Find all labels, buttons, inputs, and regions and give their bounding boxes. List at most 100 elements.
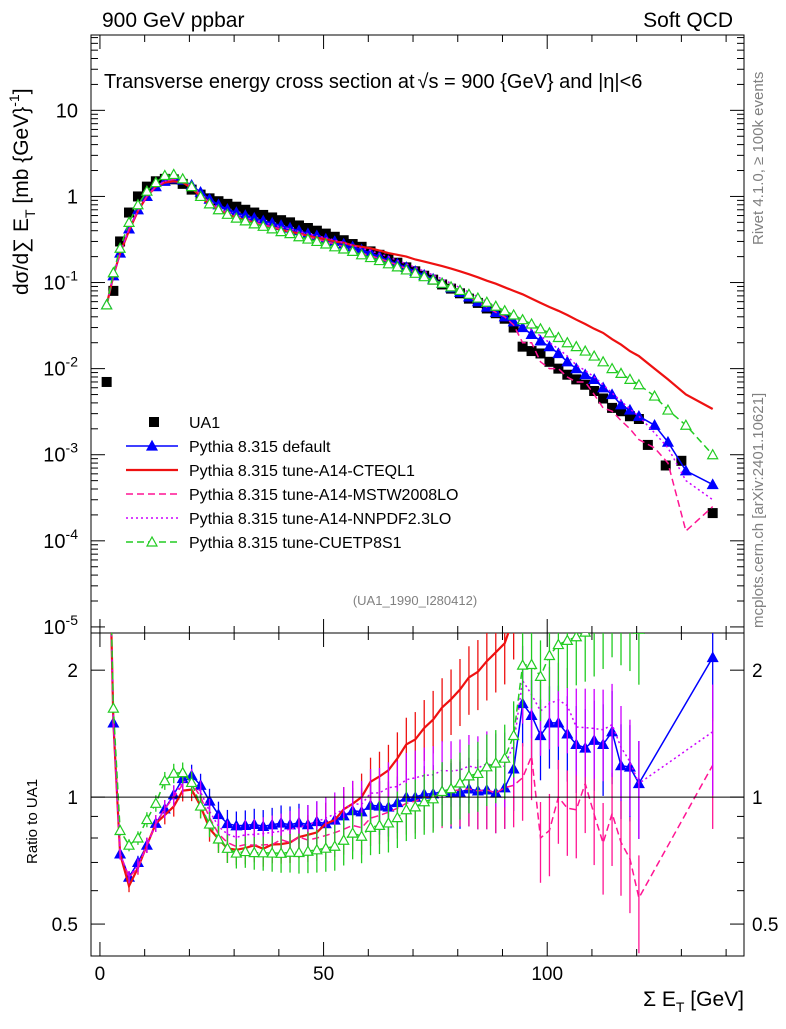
ua1-data-point bbox=[101, 376, 112, 387]
chart-title: Transverse energy cross section at √s = 9… bbox=[104, 71, 642, 93]
marker-pythia-8-315-tune-cuetp8s1 bbox=[661, 403, 674, 415]
ua1-data-point bbox=[508, 322, 519, 333]
marker-pythia-8-315-tune-cuetp8s1 bbox=[614, 367, 628, 379]
marker-pythia-8-315-tune-cuetp8s1 bbox=[248, 217, 261, 229]
chart-title-prefix: Transverse energy cross section at bbox=[104, 71, 415, 93]
marker-pythia-8-315-tune-cuetp8s1 bbox=[648, 389, 661, 401]
marker-pythia-8-315-tune-cuetp8s1 bbox=[301, 232, 314, 244]
marker-pythia-8-315-tune-cuetp8s1 bbox=[221, 208, 234, 219]
main-series-group bbox=[100, 168, 719, 533]
marker-pythia-8-315-tune-cuetp8s1 bbox=[543, 326, 556, 338]
marker-pythia-8-315-tune-cuetp8s1 bbox=[534, 322, 547, 334]
legend-marker-pythia-8-315-tune-cuetp8s1 bbox=[145, 535, 159, 547]
marker-pythia-8-315-tune-cuetp8s1 bbox=[310, 235, 323, 247]
ua1-data-point bbox=[660, 460, 671, 471]
y-tick-label-base: 10 bbox=[43, 273, 65, 295]
x-tick-label: 0 bbox=[95, 964, 106, 985]
ratio-marker-pythia-8-315-tune-cuetp8s1 bbox=[445, 782, 458, 794]
marker-pythia-8-315-tune-cuetp8s1 bbox=[516, 313, 529, 325]
marker-pythia-8-315-tune-cuetp8s1 bbox=[158, 169, 171, 181]
ratio-line-pythia-8-315-tune-a14-cteql1 bbox=[110, 633, 510, 890]
marker-pythia-8-315-tune-cuetp8s1 bbox=[176, 172, 189, 184]
ratio-marker-pythia-8-315-tune-cuetp8s1 bbox=[552, 638, 565, 650]
marker-pythia-8-315-default bbox=[561, 355, 574, 367]
marker-pythia-8-315-default bbox=[543, 340, 556, 352]
series-line-pythia-8-315-tune-a14-cteql1 bbox=[105, 180, 714, 410]
marker-pythia-8-315-default bbox=[579, 368, 592, 380]
ratio-marker-pythia-8-315-tune-cuetp8s1 bbox=[355, 829, 368, 841]
ratio-marker-pythia-8-315-tune-cuetp8s1 bbox=[203, 817, 216, 829]
marker-pythia-8-315-default bbox=[588, 373, 601, 384]
ua1-data-point bbox=[607, 402, 618, 413]
marker-pythia-8-315-tune-cuetp8s1 bbox=[257, 220, 270, 231]
y-tick-label-exp: -4 bbox=[66, 526, 79, 542]
legend: UA1 Pythia 8.315 default Pythia 8.315 tune… bbox=[126, 415, 458, 552]
y-tick-label: 10-1 bbox=[43, 268, 78, 295]
mcplots-label: mcplots.cern.ch [arXiv:2401.10621] bbox=[750, 393, 767, 628]
y-tick-label: 10-4 bbox=[43, 526, 78, 553]
ratio-marker-pythia-8-315-tune-cuetp8s1 bbox=[292, 846, 305, 858]
ua1-data-point bbox=[115, 236, 126, 247]
main-y-axis-label-main: dσ/d∑ E bbox=[10, 218, 33, 295]
y-tick-label: 10-2 bbox=[43, 354, 78, 381]
ratio-plot-frame bbox=[90, 632, 745, 957]
marker-pythia-8-315-tune-cuetp8s1 bbox=[418, 270, 431, 282]
marker-pythia-8-315-default bbox=[706, 478, 719, 490]
ratio-marker-pythia-8-315-tune-cuetp8s1 bbox=[632, 633, 645, 634]
legend-label-pythia-8-315-tune-a14-nnpdf2-3lo: Pythia 8.315 tune-A14-NNPDF2.3LO bbox=[189, 511, 451, 528]
y-tick-label: 1 bbox=[67, 186, 78, 208]
legend-label-ua1: UA1 bbox=[189, 415, 220, 432]
ratio-marker-pythia-8-315-tune-cuetp8s1 bbox=[516, 658, 529, 670]
main-y-axis-label-sub: T bbox=[22, 209, 38, 218]
ua1-data-point bbox=[676, 455, 687, 466]
marker-pythia-8-315-default bbox=[661, 435, 674, 447]
ratio-y-axis-label: Ratio to UA1 bbox=[24, 779, 41, 864]
ratio-marker-pythia-8-315-tune-cuetp8s1 bbox=[221, 842, 234, 853]
marker-pythia-8-315-tune-cuetp8s1 bbox=[284, 227, 297, 239]
series-line-pythia-8-315-tune-a14-nnpdf2-3lo bbox=[105, 178, 714, 501]
legend-label-pythia-8-315-tune-a14-mstw2008lo: Pythia 8.315 tune-A14-MSTW2008LO bbox=[189, 487, 458, 504]
ratio-marker-pythia-8-315-tune-cuetp8s1 bbox=[310, 843, 323, 855]
x-axis-label-sigma: Σ E bbox=[643, 988, 676, 1011]
marker-pythia-8-315-tune-cuetp8s1 bbox=[185, 180, 198, 192]
y-tick-label-exp: -2 bbox=[66, 354, 79, 370]
ratio-marker-pythia-8-315-tune-cuetp8s1 bbox=[346, 826, 359, 838]
y-tick-label-base: 10 bbox=[43, 359, 65, 381]
legend-marker-pythia-8-315-default bbox=[145, 439, 159, 451]
ratio-marker-pythia-8-315-tune-cuetp8s1 bbox=[248, 846, 261, 858]
marker-pythia-8-315-tune-cuetp8s1 bbox=[391, 260, 404, 272]
marker-pythia-8-315-tune-cuetp8s1 bbox=[632, 378, 645, 390]
marker-pythia-8-315-tune-cuetp8s1 bbox=[525, 317, 538, 329]
marker-pythia-8-315-tune-cuetp8s1 bbox=[167, 168, 180, 180]
marker-pythia-8-315-default bbox=[570, 362, 583, 374]
ratio-marker-pythia-8-315-tune-cuetp8s1 bbox=[301, 844, 314, 856]
y-tick-label-exp: -3 bbox=[66, 440, 79, 456]
ratio-marker-pythia-8-315-tune-cuetp8s1 bbox=[230, 846, 243, 858]
marker-pythia-8-315-tune-cuetp8s1 bbox=[706, 448, 719, 460]
marker-pythia-8-315-tune-cuetp8s1 bbox=[570, 340, 583, 352]
marker-pythia-8-315-default bbox=[525, 328, 538, 339]
marker-pythia-8-315-tune-cuetp8s1 bbox=[597, 355, 610, 367]
ua1-data-point bbox=[132, 191, 143, 202]
ratio-marker-pythia-8-315-tune-cuetp8s1 bbox=[239, 845, 252, 857]
ua1-data-point bbox=[580, 379, 591, 390]
ratio-marker-pythia-8-315-tune-cuetp8s1 bbox=[185, 776, 198, 788]
ratio-marker-pythia-8-315-tune-cuetp8s1 bbox=[382, 816, 395, 828]
marker-pythia-8-315-tune-cuetp8s1 bbox=[400, 263, 413, 275]
ratio-marker-pythia-8-315-tune-cuetp8s1 bbox=[167, 767, 180, 778]
marker-pythia-8-315-tune-cuetp8s1 bbox=[480, 296, 493, 307]
marker-pythia-8-315-tune-cuetp8s1 bbox=[436, 277, 449, 288]
ua1-data-point bbox=[544, 356, 555, 367]
ua1-data-point bbox=[124, 207, 135, 218]
ratio-marker-pythia-8-315-tune-cuetp8s1 bbox=[122, 838, 136, 850]
ratio-marker-pythia-8-315-tune-cuetp8s1 bbox=[114, 824, 127, 836]
y-tick-label: 10-5 bbox=[43, 612, 78, 639]
marker-pythia-8-315-default bbox=[679, 464, 692, 476]
ratio-marker-pythia-8-315-tune-cuetp8s1 bbox=[149, 797, 162, 808]
ratio-marker-pythia-8-315-tune-cuetp8s1 bbox=[337, 833, 350, 845]
header-left-label: 900 GeV ppbar bbox=[102, 9, 244, 32]
marker-pythia-8-315-tune-cuetp8s1 bbox=[328, 240, 341, 252]
y-tick-label-exp: -1 bbox=[66, 268, 79, 284]
marker-pythia-8-315-tune-cuetp8s1 bbox=[355, 248, 368, 260]
marker-pythia-8-315-tune-cuetp8s1 bbox=[140, 184, 153, 196]
